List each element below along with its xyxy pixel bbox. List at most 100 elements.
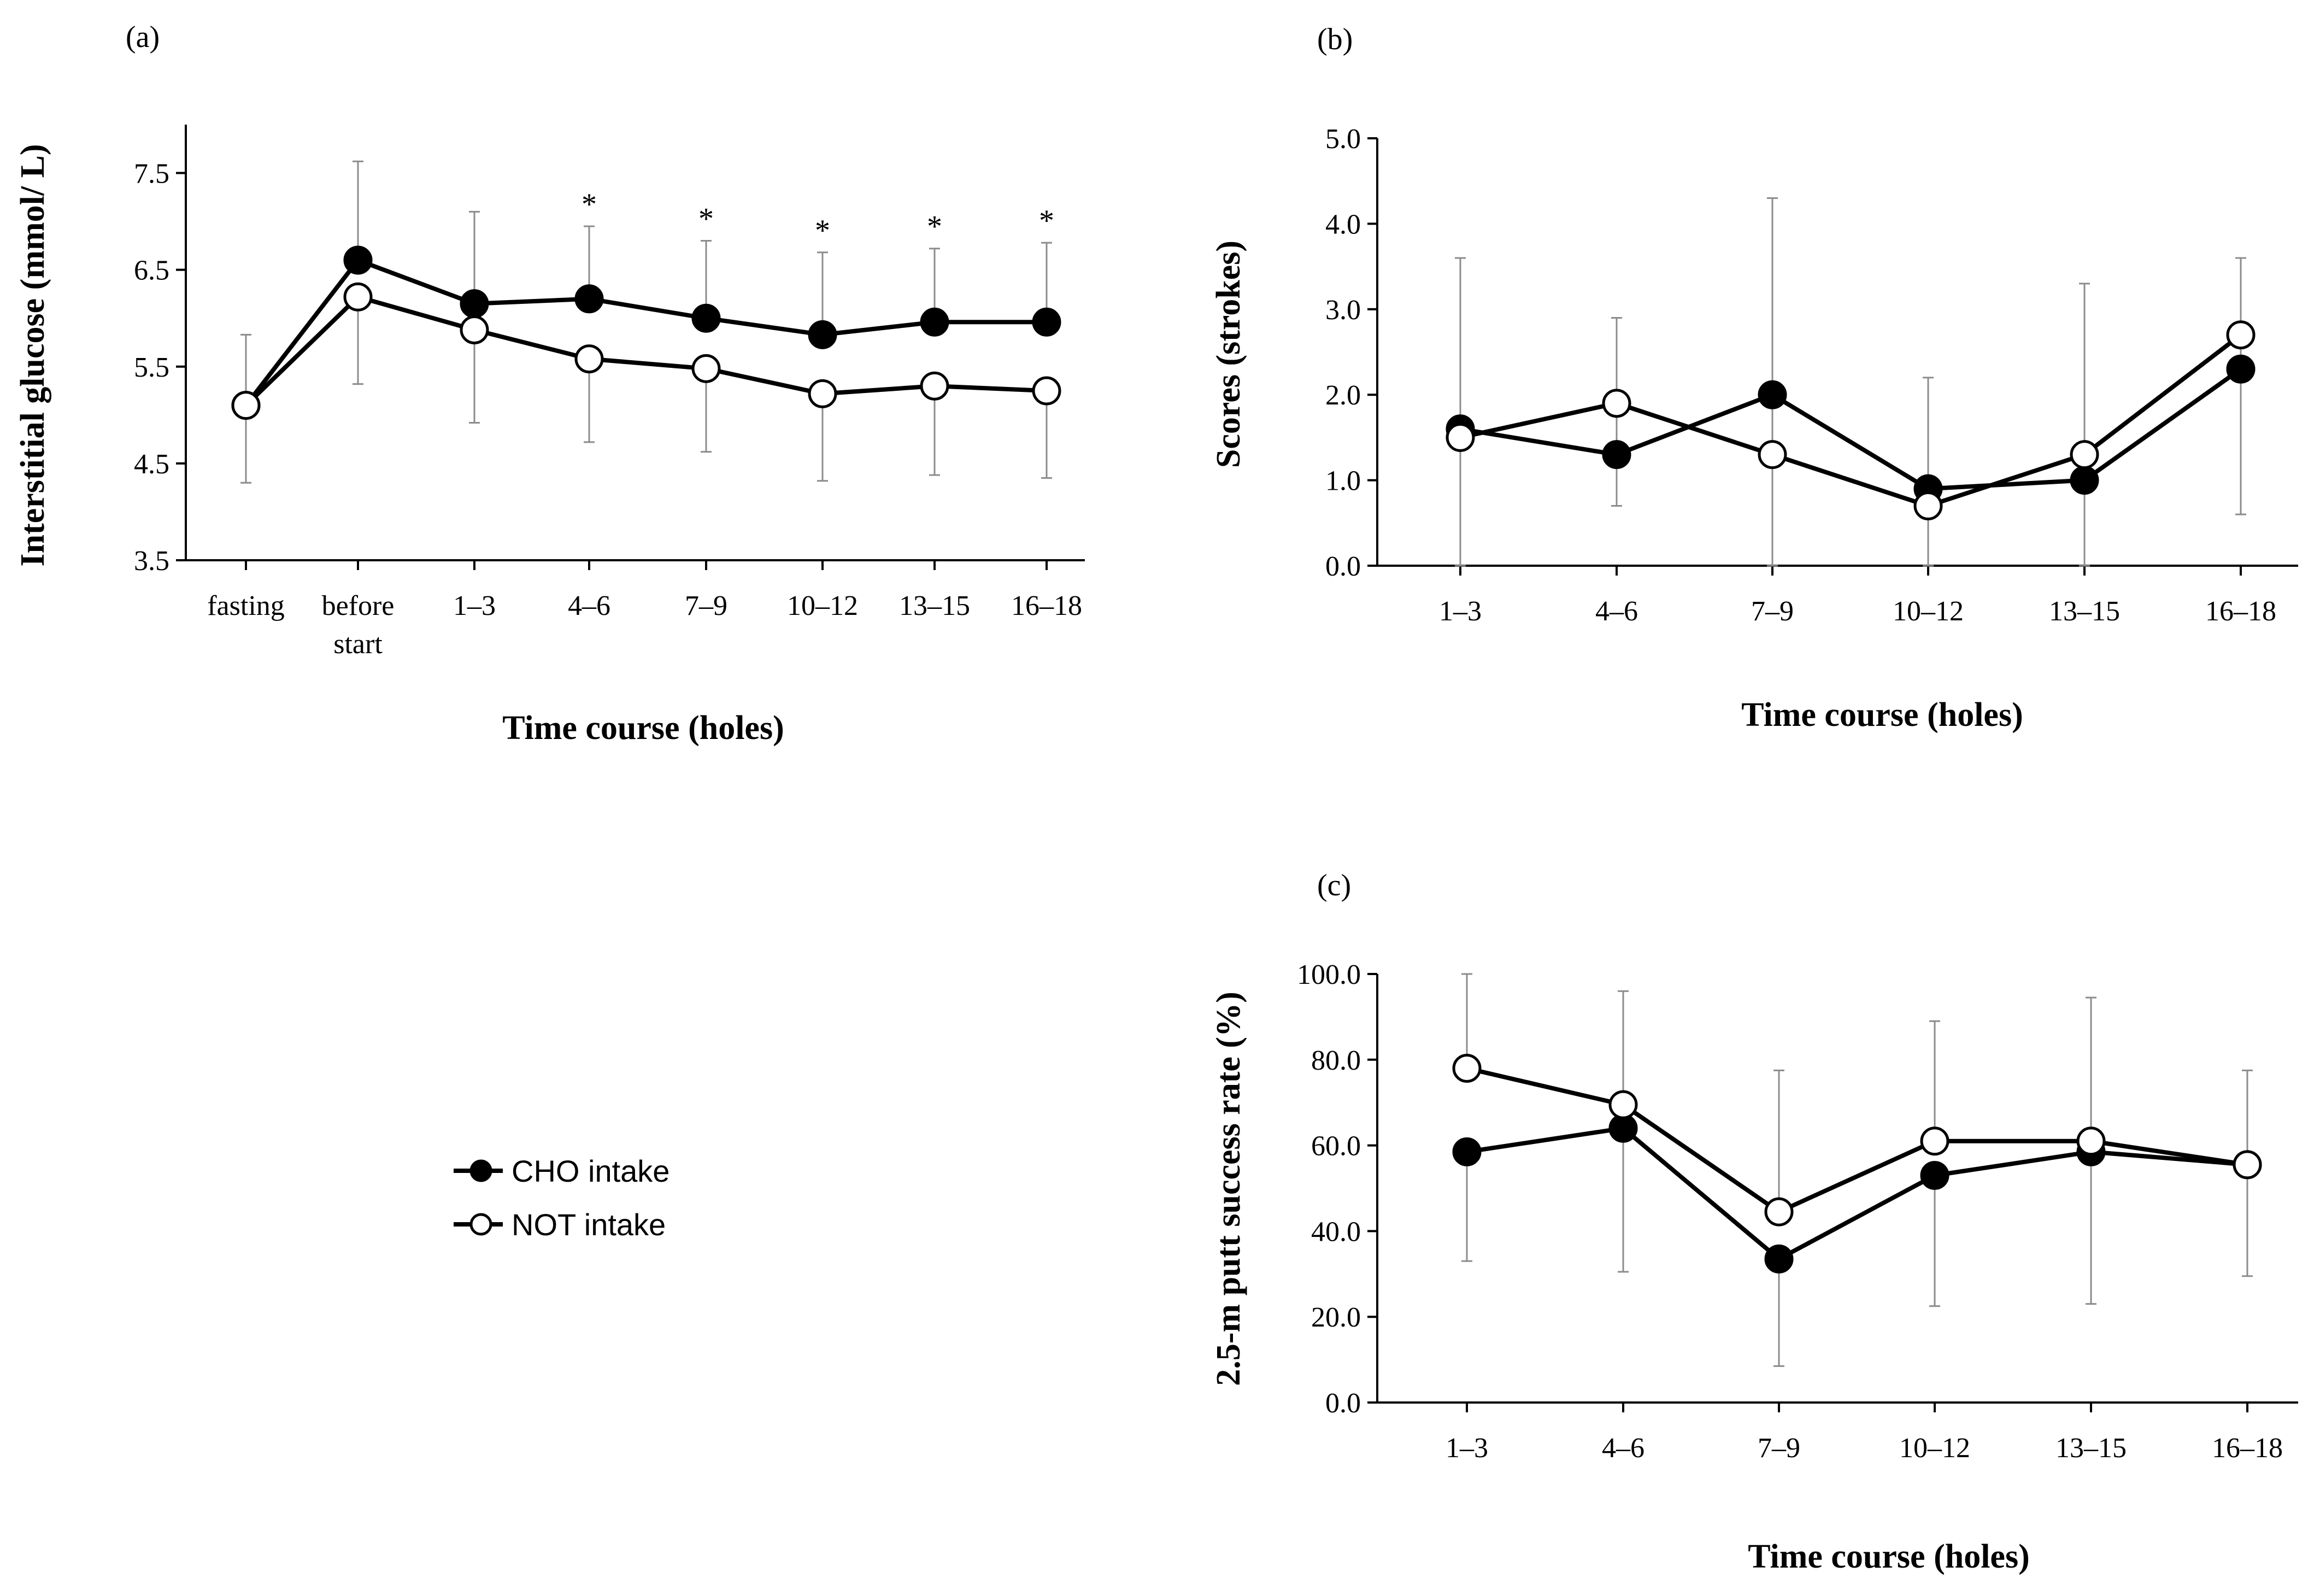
data-point-not — [460, 315, 489, 344]
series-line-not — [1460, 333, 2242, 508]
data-point-not — [1032, 376, 1061, 406]
panel-a-x-axis-title: Time course (holes) — [502, 709, 784, 747]
panel-a-x-tick-label: fasting — [207, 590, 285, 621]
data-point-cho — [808, 320, 837, 349]
data-point-not — [808, 379, 837, 408]
panel-c-x-tick-label: 7–9 — [1758, 1433, 1800, 1464]
panel-c-y-axis-title: 2.5-m putt success rate (%) — [1210, 991, 1247, 1386]
significance-marker: * — [1039, 204, 1054, 238]
series-line-not — [1466, 1066, 2248, 1214]
panel-b-y-tick-label: 3.0 — [1325, 295, 1361, 326]
data-point-not — [1446, 423, 1475, 452]
series-line-not — [244, 295, 1047, 407]
series-line-cho — [1466, 1126, 2248, 1261]
data-point-not — [691, 354, 721, 383]
data-point-cho — [1452, 1137, 1482, 1166]
legend-not-marker — [469, 1213, 492, 1236]
panel-c-x-tick-label: 1–3 — [1446, 1433, 1488, 1464]
panel-c: (c) 2.5-m putt success rate (%) Time cou… — [1210, 869, 2298, 1575]
panel-c-x-tick-label: 10–12 — [1899, 1433, 1970, 1464]
panel-a-x-tick-label: 10–12 — [787, 590, 858, 621]
significance-marker: * — [815, 214, 830, 248]
data-point-not — [1608, 1090, 1638, 1119]
panel-a-y-tick-label: 6.5 — [134, 255, 169, 286]
panel-a-x-tick-label: before — [322, 590, 395, 621]
panel-c-y-tick-label: 20.0 — [1311, 1302, 1361, 1333]
data-point-cho — [1764, 1244, 1794, 1274]
panel-b-y-tick-label: 5.0 — [1325, 124, 1361, 155]
legend-not-label: NOT intake — [512, 1207, 666, 1242]
panel-b-y-axis-title: Scores (strokes) — [1210, 240, 1247, 468]
panel-a-y-axis-title: Interstitial glucose (mmol/ L) — [14, 144, 51, 566]
data-point-cho — [1032, 307, 1061, 337]
panel-a-y-tick-label: 5.5 — [134, 352, 169, 383]
series-line-cho — [244, 257, 1047, 407]
panel-a: (a) Interstitial glucose (mmol/ L) Time … — [14, 20, 1085, 747]
panel-c-x-tick-label: 4–6 — [1602, 1433, 1645, 1464]
panel-c-x-tick-label: 16–18 — [2212, 1433, 2283, 1464]
panel-b-x-tick-label: 16–18 — [2205, 596, 2276, 627]
data-point-cho — [1602, 440, 1631, 470]
data-point-cho — [2070, 466, 2099, 495]
panel-a-y-tick-label: 7.5 — [134, 159, 169, 190]
panel-b-x-axis-title: Time course (holes) — [1741, 696, 2023, 734]
legend: CHO intake NOT intake — [454, 1154, 669, 1242]
data-point-cho — [460, 289, 489, 319]
panel-b-y-tick-label: 0.0 — [1325, 551, 1361, 582]
significance-marker: * — [582, 187, 597, 221]
data-point-cho — [1920, 1160, 1949, 1190]
data-point-not — [2070, 440, 2099, 470]
panel-a-x-tick-label: 16–18 — [1011, 590, 1082, 621]
data-point-not — [1452, 1053, 1482, 1083]
data-point-not — [2226, 320, 2256, 350]
panel-c-y-tick-label: 80.0 — [1311, 1045, 1361, 1076]
data-point-not — [2076, 1126, 2106, 1156]
data-point-not — [231, 391, 261, 420]
data-point-cho — [1758, 380, 1787, 409]
data-point-cho — [2226, 354, 2256, 384]
data-point-not — [1758, 440, 1787, 470]
panel-c-y-tick-label: 100.0 — [1297, 959, 1361, 990]
panel-b-x-tick-label: 1–3 — [1439, 596, 1482, 627]
panel-a-y-tick-label: 4.5 — [134, 449, 169, 480]
data-point-not — [1920, 1126, 1949, 1156]
panel-b-y-tick-label: 2.0 — [1325, 380, 1361, 411]
data-point-not — [343, 282, 373, 312]
panel-b-x-tick-label: 13–15 — [2049, 596, 2120, 627]
panel-a-x-tick-label: 4–6 — [568, 590, 610, 621]
legend-cho-marker — [469, 1159, 492, 1182]
data-point-not — [574, 344, 604, 374]
panel-a-y-tick-label: 3.5 — [134, 545, 169, 577]
data-point-not — [920, 371, 949, 401]
panel-a-x-tick-label: 13–15 — [899, 590, 970, 621]
significance-marker: * — [927, 210, 942, 244]
panel-c-x-tick-label: 13–15 — [2055, 1433, 2127, 1464]
panel-b-label: (b) — [1317, 22, 1353, 56]
panel-c-label: (c) — [1317, 869, 1351, 902]
panel-a-x-tick-label: 1–3 — [453, 590, 496, 621]
panel-c-y-tick-label: 0.0 — [1325, 1388, 1361, 1419]
significance-marker: * — [698, 202, 714, 236]
data-point-cho — [691, 303, 721, 333]
panel-b-x-tick-label: 7–9 — [1751, 596, 1794, 627]
data-point-not — [1602, 389, 1631, 418]
panel-b-y-tick-label: 1.0 — [1325, 466, 1361, 497]
panel-b-y-tick-label: 4.0 — [1325, 209, 1361, 240]
panel-b-x-tick-label: 10–12 — [1893, 596, 1964, 627]
panel-a-x-tick-label: start — [333, 629, 383, 660]
panel-c-x-axis-title: Time course (holes) — [1748, 1538, 2029, 1575]
panel-c-y-tick-label: 60.0 — [1311, 1131, 1361, 1162]
panel-a-label: (a) — [126, 20, 160, 54]
legend-cho-label: CHO intake — [512, 1154, 669, 1188]
data-point-not — [1764, 1197, 1794, 1227]
panel-c-y-tick-label: 40.0 — [1311, 1216, 1361, 1247]
data-point-not — [2233, 1150, 2262, 1180]
panel-a-x-tick-label: 7–9 — [685, 590, 727, 621]
panel-b-x-tick-label: 4–6 — [1595, 596, 1638, 627]
data-point-cho — [920, 307, 949, 337]
data-point-cho — [343, 245, 373, 275]
data-point-not — [1913, 491, 1943, 521]
data-point-cho — [574, 284, 604, 314]
series-line-cho — [1460, 367, 2242, 491]
